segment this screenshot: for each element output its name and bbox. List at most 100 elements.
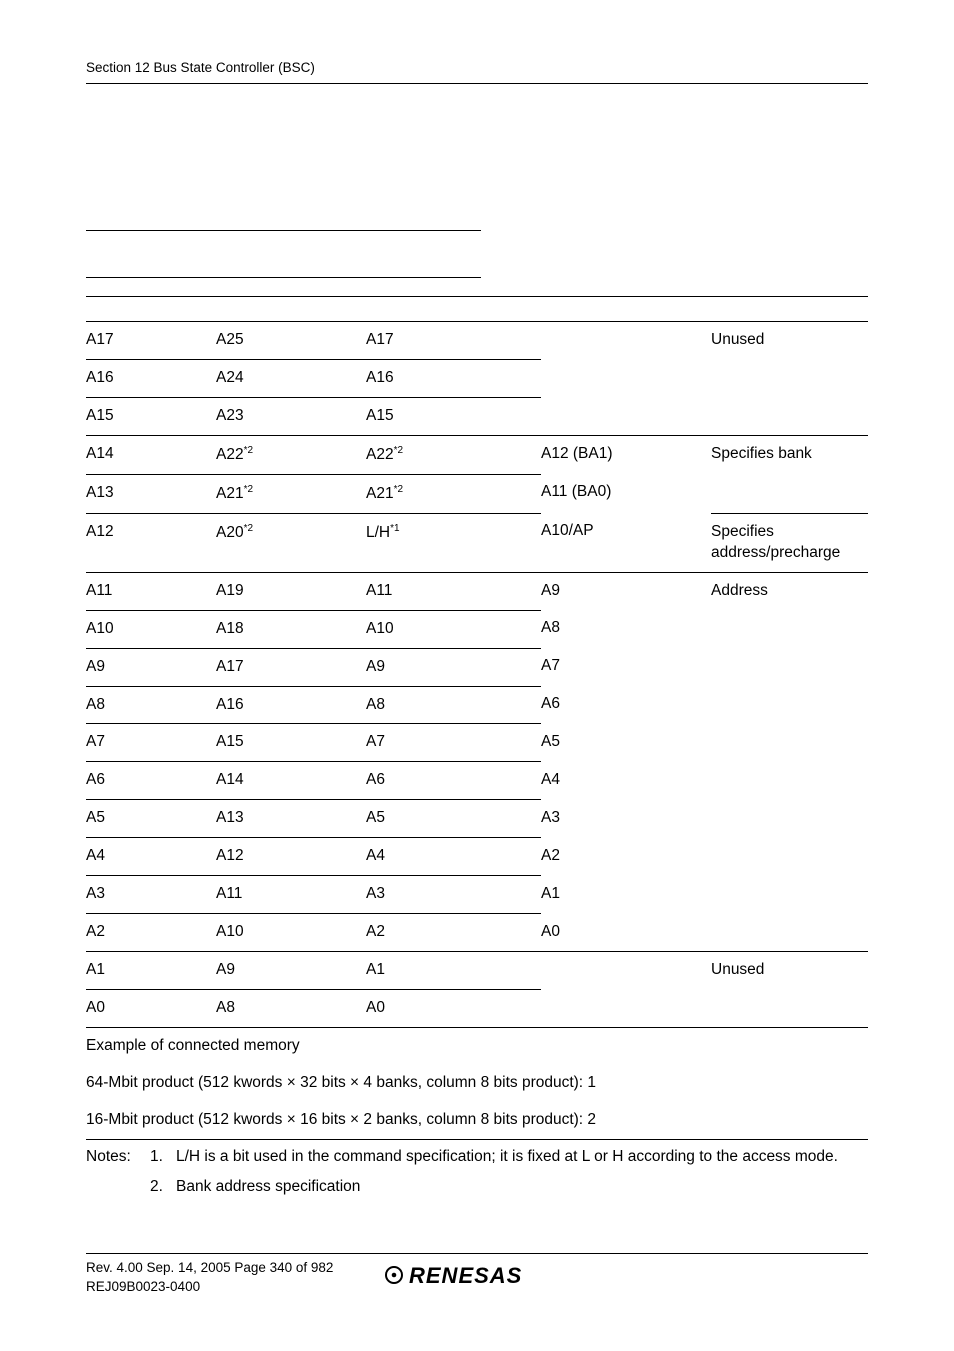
table-cell: A8 (86, 686, 216, 724)
svg-text:RENESAS: RENESAS (409, 1263, 522, 1288)
table-cell: A6 (366, 762, 541, 800)
table-cell (711, 474, 868, 513)
table-cell: A1 (541, 876, 711, 914)
table-cell: A15 (86, 397, 216, 435)
table-cell: A11 (216, 876, 366, 914)
table-cell: A21*2 (216, 474, 366, 513)
table-cell: A14 (86, 435, 216, 474)
table-cell (541, 322, 711, 360)
table-cell: A9 (216, 951, 366, 989)
table-cell: A24 (216, 359, 366, 397)
table-cell (711, 989, 868, 1027)
table-cell: Unused (711, 322, 868, 360)
table-cell (541, 951, 711, 989)
table-cell (711, 800, 868, 838)
table-cell: A10 (86, 610, 216, 648)
table-row: A4A12A4A2 (86, 838, 868, 876)
table-cell: A11 (BA0) (541, 474, 711, 513)
table-cell: A10 (366, 610, 541, 648)
table-cell: Specifies address/precharge (711, 513, 868, 572)
table-cell: A14 (216, 762, 366, 800)
table-cell: A4 (366, 838, 541, 876)
blank-header-lines (86, 184, 481, 278)
table-cell: A8 (366, 686, 541, 724)
table-cell: A6 (541, 686, 711, 724)
table-row: A16A24A16 (86, 359, 868, 397)
table-cell: A6 (86, 762, 216, 800)
table-cell: A22*2 (216, 435, 366, 474)
table-cell (711, 359, 868, 397)
table-row: A11A19A11A9Address (86, 572, 868, 610)
example-2: 16-Mbit product (512 kwords × 16 bits × … (86, 1102, 868, 1139)
table-cell: A10/AP (541, 513, 711, 572)
table-cell: Address (711, 572, 868, 610)
table-cell: A4 (541, 762, 711, 800)
note-2-num: 2. (150, 1170, 176, 1200)
table-cell: A8 (216, 989, 366, 1027)
table-cell: L/H*1 (366, 513, 541, 572)
table-cell: A12 (BA1) (541, 435, 711, 474)
table-cell: A15 (366, 397, 541, 435)
example-header-row: Example of connected memory (86, 1027, 868, 1064)
table-cell: A0 (366, 989, 541, 1027)
renesas-logo: RENESAS (383, 1260, 543, 1290)
table-cell (711, 914, 868, 952)
table-cell: A18 (216, 610, 366, 648)
table-cell: A3 (86, 876, 216, 914)
table-row: A15A23A15 (86, 397, 868, 435)
footer-doc-id: REJ09B0023-0400 (86, 1277, 333, 1297)
table-cell (711, 762, 868, 800)
table-cell: A16 (86, 359, 216, 397)
table-cell: A13 (216, 800, 366, 838)
table-cell: A22*2 (366, 435, 541, 474)
example-label: Example of connected memory (86, 1027, 868, 1064)
table-cell: A9 (86, 648, 216, 686)
table-cell: A10 (216, 914, 366, 952)
table-cell (541, 397, 711, 435)
table-cell: A17 (216, 648, 366, 686)
table-cell: A20*2 (216, 513, 366, 572)
example-1: 64-Mbit product (512 kwords × 32 bits × … (86, 1065, 868, 1102)
table-cell: A2 (366, 914, 541, 952)
table-row: A8A16A8A6 (86, 686, 868, 724)
table-cell: A0 (541, 914, 711, 952)
table-cell: A21*2 (366, 474, 541, 513)
full-width-rule (86, 278, 868, 297)
table-cell: A19 (216, 572, 366, 610)
table-row: A12A20*2L/H*1A10/APSpecifies address/pre… (86, 513, 868, 572)
example-row-1: 64-Mbit product (512 kwords × 32 bits × … (86, 1065, 868, 1102)
table-cell: A11 (86, 572, 216, 610)
table-row: A10A18A10A8 (86, 610, 868, 648)
table-cell: A23 (216, 397, 366, 435)
table-row: A2A10A2A0 (86, 914, 868, 952)
table-cell (711, 838, 868, 876)
table-cell (541, 989, 711, 1027)
notes-label: Notes: (86, 1139, 150, 1170)
table-row: A5A13A5A3 (86, 800, 868, 838)
table-cell: A15 (216, 724, 366, 762)
section-title: Section 12 Bus State Controller (BSC) (86, 60, 315, 75)
example-row-2: 16-Mbit product (512 kwords × 16 bits × … (86, 1102, 868, 1139)
notes-section: Notes: 1. L/H is a bit used in the comma… (86, 1139, 868, 1201)
table-row: A1A9A1Unused (86, 951, 868, 989)
table-row: A7A15A7A5 (86, 724, 868, 762)
table-cell: A1 (86, 951, 216, 989)
table-cell: A2 (86, 914, 216, 952)
table-cell: A12 (216, 838, 366, 876)
table-cell: A16 (216, 686, 366, 724)
table-cell: A9 (541, 572, 711, 610)
table-cell: A2 (541, 838, 711, 876)
table-cell: A9 (366, 648, 541, 686)
table-cell: A17 (86, 322, 216, 360)
table-row: A14A22*2A22*2A12 (BA1)Specifies bank (86, 435, 868, 474)
table-row: A6A14A6A4 (86, 762, 868, 800)
table-cell: Specifies bank (711, 435, 868, 474)
table-cell: A5 (86, 800, 216, 838)
table-row: A0A8A0 (86, 989, 868, 1027)
table-cell: A13 (86, 474, 216, 513)
table-cell: A5 (541, 724, 711, 762)
address-mapping-table: A17A25A17UnusedA16A24A16A15A23A15A14A22*… (86, 321, 868, 1139)
table-cell: A7 (366, 724, 541, 762)
table-row: A9A17A9A7 (86, 648, 868, 686)
table-cell: A0 (86, 989, 216, 1027)
